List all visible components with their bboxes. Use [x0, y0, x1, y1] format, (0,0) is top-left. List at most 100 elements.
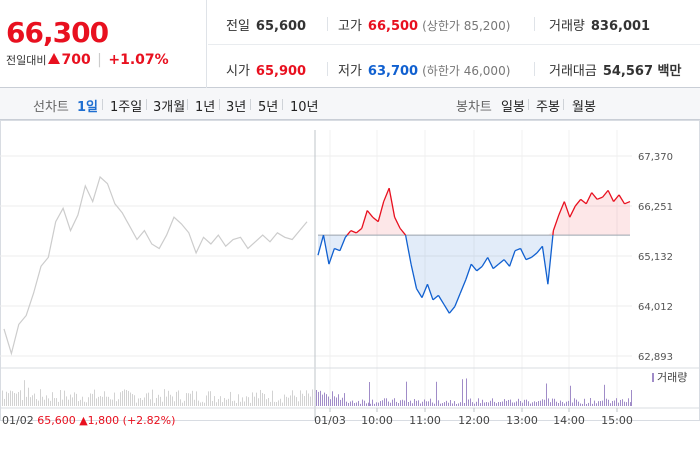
- volume-bar: [328, 396, 329, 406]
- volume-bar: [154, 402, 155, 406]
- volume-bar: [206, 395, 207, 406]
- volume-bar: [202, 401, 203, 406]
- volume-bar: [146, 393, 147, 406]
- volume-bar: [186, 393, 187, 406]
- volume-bar: [466, 378, 467, 406]
- volume-bar: [330, 399, 331, 406]
- volume-bar: [176, 391, 177, 406]
- volume-bar: [464, 402, 465, 406]
- period-1d[interactable]: 1일: [77, 100, 99, 115]
- volume-bar: [472, 402, 473, 406]
- divider: [219, 99, 220, 110]
- volume-bar: [88, 397, 89, 406]
- divider: [208, 44, 700, 45]
- volume-bar: [336, 397, 337, 406]
- volume-bar: [132, 394, 133, 406]
- series-segment: [580, 198, 587, 205]
- stat-value: 66,500: [367, 19, 419, 34]
- volume-bar: [616, 398, 617, 406]
- volume-bar: [448, 402, 449, 406]
- volume-bar: [106, 396, 107, 406]
- x-tick-label: 15:00: [601, 414, 633, 427]
- volume-bar: [496, 403, 497, 406]
- volume-bar: [304, 396, 305, 406]
- volume-bar: [300, 390, 301, 406]
- x-axis-labels: 01/03 10:00 11:00 12:00 13:00 14:00 15:00: [314, 408, 633, 427]
- volume-bar: [136, 402, 137, 406]
- volume-bar: [278, 400, 279, 406]
- volume-bar: [494, 401, 495, 406]
- series-segment: [432, 294, 439, 301]
- volume-bar: [468, 399, 469, 406]
- series-segment: [470, 263, 478, 272]
- volume-bar: [80, 399, 81, 406]
- volume-bar: [614, 400, 615, 406]
- volume-bar: [424, 399, 425, 406]
- volume-bar: [550, 402, 551, 406]
- candle-monthly[interactable]: 월봉: [572, 100, 596, 115]
- volume-bar: [436, 381, 437, 406]
- series-segment: [476, 265, 483, 272]
- volume-bars: [2, 378, 632, 406]
- chart-grid: [0, 120, 700, 421]
- volume-bar: [544, 399, 545, 406]
- volume-bar: [534, 401, 535, 406]
- volume-bar: [274, 401, 275, 406]
- volume-bar: [404, 400, 405, 406]
- volume-bar: [412, 403, 413, 406]
- volume-bar: [92, 393, 93, 406]
- volume-bar: [416, 400, 417, 406]
- period-3y[interactable]: 3년: [226, 100, 247, 115]
- series-segment: [492, 263, 500, 270]
- volume-bar: [52, 392, 53, 406]
- volume-bar: [340, 399, 341, 406]
- volume-bar: [452, 403, 453, 406]
- volume-bar: [126, 390, 127, 406]
- period-5y[interactable]: 5년: [258, 100, 279, 115]
- volume-bar: [168, 390, 169, 406]
- volume-bar: [408, 401, 409, 406]
- volume-bar: [270, 401, 271, 406]
- volume-bar: [606, 398, 607, 406]
- stat-sub: (상한가 85,200): [422, 19, 511, 33]
- candle-daily[interactable]: 일봉: [501, 100, 525, 115]
- chart-toolbar: 선차트 1일 1주일 3개월 1년 3년 5년 10년 봉차트 일봉 주봉 월봉: [0, 88, 700, 120]
- series-segment: [602, 189, 609, 198]
- stat-sub: (하한가 46,000): [422, 64, 511, 78]
- volume-bar: [104, 391, 105, 406]
- volume-bar: [38, 400, 39, 406]
- candle-weekly[interactable]: 주봉: [536, 100, 560, 115]
- volume-bar: [392, 399, 393, 406]
- series-segment: [508, 250, 516, 267]
- volume-bar: [420, 403, 421, 406]
- volume-bar: [446, 400, 447, 406]
- volume-bar: [264, 394, 265, 406]
- volume-bar: [28, 387, 29, 406]
- volume-bar: [272, 390, 273, 406]
- volume-bar: [244, 401, 245, 406]
- price-chart[interactable]: 67,370 66,251 65,132 64,012 62,893 01/03 10:0…: [0, 120, 700, 450]
- period-1w[interactable]: 1주일: [110, 100, 143, 115]
- series-segment: [613, 194, 620, 202]
- volume-bar: [46, 395, 47, 406]
- volume-bar: [620, 399, 621, 406]
- volume-bar: [542, 399, 543, 406]
- volume-bar: [390, 402, 391, 406]
- period-1y[interactable]: 1년: [195, 100, 216, 115]
- volume-bar: [8, 393, 9, 406]
- volume-bar: [358, 400, 359, 406]
- volume-bar: [96, 398, 97, 406]
- series-segment: [503, 259, 511, 267]
- period-10y[interactable]: 10년: [290, 100, 319, 115]
- volume-bar: [40, 389, 41, 406]
- volume-bar: [12, 391, 13, 406]
- volume-bar: [48, 398, 49, 406]
- volume-bar: [631, 390, 632, 406]
- stat-value: 65,900: [255, 64, 307, 79]
- y-tick-label: 67,370: [638, 152, 673, 163]
- y-tick-label: 65,132: [638, 252, 673, 263]
- volume-bar: [246, 396, 247, 406]
- volume-bar: [268, 397, 269, 406]
- volume-bar: [440, 403, 441, 406]
- period-3m[interactable]: 3개월: [153, 100, 186, 115]
